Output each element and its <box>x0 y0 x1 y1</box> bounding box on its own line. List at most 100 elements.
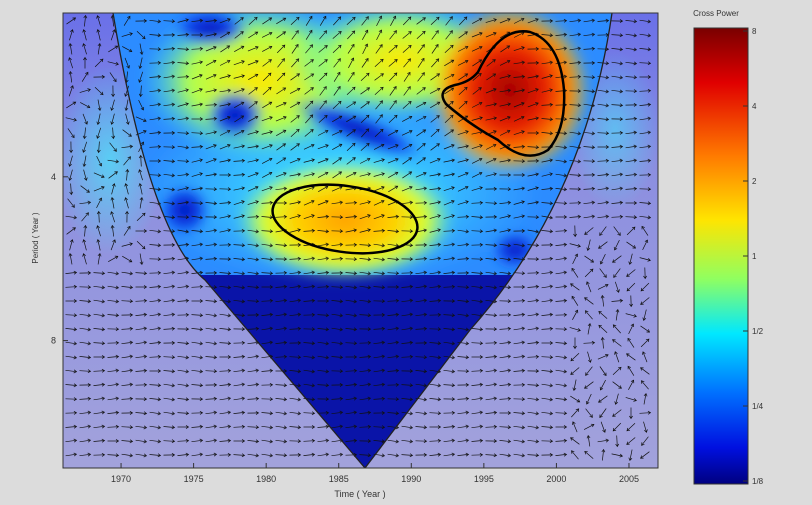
phase-arrow <box>262 72 272 82</box>
phase-arrow-head <box>297 172 302 177</box>
phase-arrow <box>555 440 567 442</box>
phase-arrow <box>387 370 399 372</box>
phase-arrow <box>444 129 454 137</box>
phase-arrow <box>177 89 189 93</box>
phase-arrow <box>163 75 175 79</box>
phase-arrow-head <box>255 354 260 359</box>
phase-arrow <box>332 101 342 109</box>
phase-arrow-head <box>577 214 582 219</box>
phase-arrow <box>83 43 87 55</box>
phase-arrow-head <box>157 397 162 402</box>
phase-arrow <box>486 59 496 67</box>
phase-arrow <box>121 383 133 387</box>
phase-arrow-head <box>185 131 190 136</box>
phase-arrow-head <box>618 385 622 389</box>
phase-arrow <box>457 130 469 136</box>
phase-arrow <box>402 157 412 165</box>
phase-arrow <box>345 299 357 303</box>
phase-arrow-head <box>479 382 484 387</box>
phase-arrow <box>331 201 343 205</box>
phase-arrow-head <box>115 410 120 415</box>
phase-arrow-head <box>157 173 162 178</box>
phase-arrow-head <box>640 301 644 305</box>
phase-arrow-head <box>68 252 73 257</box>
phase-arrow-head <box>643 392 648 397</box>
phase-arrow <box>457 286 469 288</box>
phase-arrow-head <box>171 312 176 317</box>
phase-arrow <box>639 90 651 92</box>
phase-arrow-head <box>213 396 218 401</box>
phase-arrow <box>541 118 553 120</box>
phase-arrow <box>626 282 636 292</box>
phase-arrow <box>541 258 553 260</box>
phase-arrow <box>443 257 455 261</box>
phase-arrow <box>527 397 539 401</box>
phase-arrow-head <box>479 242 484 247</box>
phase-arrow-head <box>407 71 411 76</box>
phase-arrow <box>333 16 341 26</box>
phase-arrow-head <box>353 424 358 429</box>
phase-arrow-head <box>395 439 400 444</box>
phase-arrow-head <box>157 326 162 331</box>
phase-arrow-head <box>628 261 633 265</box>
phase-arrow-head <box>423 312 428 317</box>
phase-arrow-head <box>82 43 86 47</box>
phase-arrow <box>541 61 553 65</box>
phase-arrow <box>125 99 129 111</box>
phase-arrow-head <box>87 452 92 457</box>
phase-arrow <box>375 114 383 124</box>
phase-arrow-head <box>83 177 88 181</box>
phase-arrow <box>361 16 369 26</box>
phase-arrow-head <box>394 44 398 49</box>
phase-arrow-head <box>577 200 582 205</box>
phase-arrow <box>625 216 637 218</box>
phase-arrow-head <box>255 185 259 190</box>
phase-arrow <box>513 130 525 136</box>
phase-arrow-head <box>367 340 372 345</box>
phase-arrow <box>97 253 101 265</box>
phase-arrow-head <box>563 383 568 388</box>
phase-arrow <box>219 425 231 429</box>
phase-arrow <box>499 341 511 345</box>
phase-arrow-head <box>619 214 624 219</box>
phase-arrow-head <box>227 173 232 177</box>
phase-arrow <box>443 314 455 316</box>
phase-arrow <box>642 239 648 251</box>
phase-arrow-head <box>409 229 414 234</box>
phase-arrow <box>122 255 132 263</box>
phase-arrow <box>555 383 567 387</box>
phase-arrow-head <box>619 33 624 38</box>
phase-arrow-head <box>241 271 246 276</box>
phase-arrow-head <box>367 228 371 233</box>
phase-arrow <box>429 300 441 302</box>
phase-arrow <box>163 173 175 177</box>
phase-arrow <box>305 114 313 124</box>
phase-arrow <box>389 30 397 40</box>
phase-arrow-head <box>157 88 162 93</box>
phase-arrow-head <box>493 102 498 107</box>
phase-arrow <box>555 230 567 232</box>
phase-arrow <box>429 244 441 246</box>
phase-arrow <box>541 314 553 316</box>
phase-arrow <box>457 172 469 178</box>
phase-arrow-head <box>479 368 484 373</box>
phase-arrow-head <box>421 44 425 48</box>
phase-arrow-head <box>353 257 358 262</box>
phase-arrow <box>219 18 231 24</box>
phase-arrow-head <box>647 19 652 24</box>
phase-arrow-head <box>479 32 483 36</box>
phase-arrow-head <box>227 116 231 120</box>
phase-arrow <box>513 187 525 191</box>
phase-arrow <box>611 187 623 191</box>
phase-arrow-head <box>633 215 638 220</box>
phase-arrow <box>65 355 77 359</box>
phase-arrow <box>555 454 567 456</box>
phase-arrow-head <box>68 57 72 61</box>
phase-arrow-head <box>171 256 176 261</box>
phase-arrow <box>373 440 385 442</box>
phase-arrow <box>177 76 189 78</box>
phase-arrow <box>345 384 357 386</box>
phase-arrow-head <box>129 285 134 290</box>
phase-arrow <box>431 30 439 40</box>
phase-arrow <box>233 60 245 66</box>
